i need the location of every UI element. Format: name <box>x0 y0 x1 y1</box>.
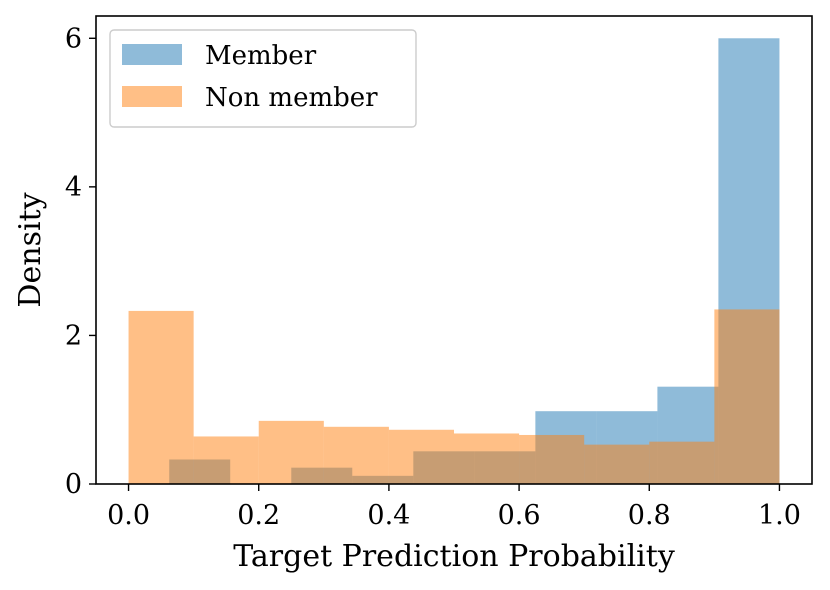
bars-layer <box>128 38 780 485</box>
x-tick-label: 0.2 <box>237 500 280 531</box>
legend: Member Non member <box>109 29 417 128</box>
bar-non-member-1 <box>193 436 259 484</box>
legend-label-member: Member <box>205 41 317 71</box>
legend-swatch-member <box>122 44 182 65</box>
legend-label-non-member: Non member <box>205 83 378 113</box>
bar-non-member-3 <box>323 426 389 484</box>
bar-non-member-0 <box>128 310 194 484</box>
y-tick-label: 4 <box>65 172 82 203</box>
bar-non-member-2 <box>258 420 324 484</box>
x-tick-label: 0.8 <box>628 500 671 531</box>
bar-non-member-9 <box>714 309 780 484</box>
plot-frame <box>95 15 813 485</box>
y-tick-label: 0 <box>65 469 82 500</box>
y-axis: 0 2 4 6 <box>65 23 96 500</box>
x-tick-label: 0.6 <box>498 500 541 531</box>
y-axis-label: Density <box>13 192 48 307</box>
bar-non-member-8 <box>649 441 715 484</box>
x-tick-label: 1.0 <box>758 500 801 531</box>
x-tick-label: 0.0 <box>107 500 150 531</box>
bar-non-member-5 <box>454 433 520 484</box>
legend-swatch-non-member <box>122 86 182 107</box>
y-tick-label: 2 <box>65 320 82 351</box>
bar-non-member-6 <box>519 434 585 484</box>
x-axis-label: Target Prediction Probability <box>233 539 675 574</box>
bar-non-member-7 <box>584 444 650 484</box>
y-tick-label: 6 <box>65 23 82 54</box>
legend-box <box>109 29 417 128</box>
x-axis: 0.0 0.2 0.4 0.6 0.8 1.0 <box>107 484 801 531</box>
bar-non-member-4 <box>388 429 454 484</box>
x-tick-label: 0.4 <box>367 500 410 531</box>
